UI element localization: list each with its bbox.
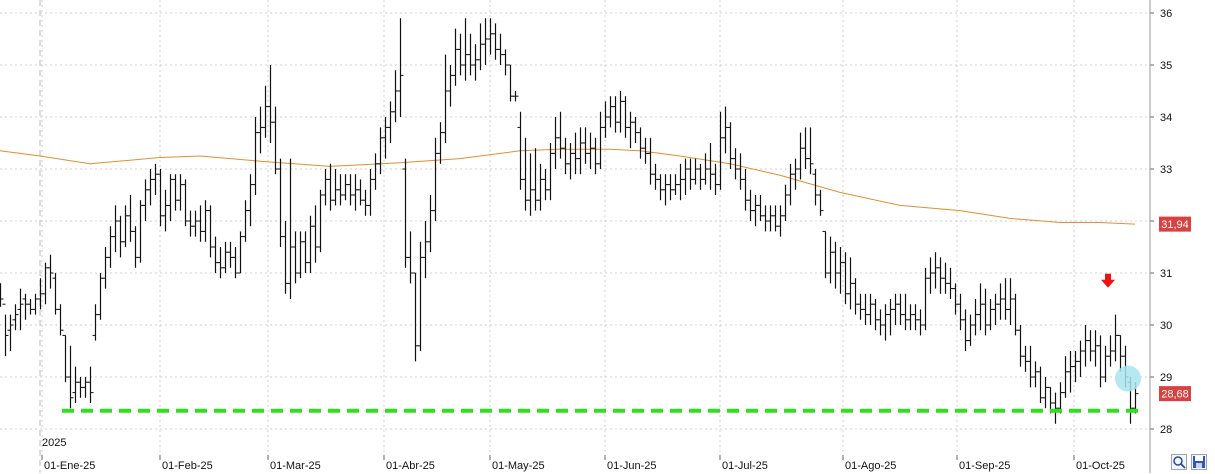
ohlc-bars xyxy=(0,18,1139,424)
x-axis-ticks: 01-Ene-25 01-Feb-25 01-Mar-25 01-Abr-25 01-M… xyxy=(41,455,1125,472)
x-tick-label: 01-Ago-25 xyxy=(845,460,896,472)
save-disk-icon xyxy=(1193,456,1205,468)
save-button[interactable] xyxy=(1191,454,1207,470)
moving-average-line xyxy=(0,148,1136,225)
x-tick-label: 01-Jun-25 xyxy=(607,460,657,472)
ma-value-label: 31,94 xyxy=(1159,216,1191,232)
y-tick-label: 30 xyxy=(1160,320,1172,332)
svg-text:28,68: 28,68 xyxy=(1161,389,1189,401)
x-tick-label: 01-May-25 xyxy=(492,460,545,472)
x-tick-label: 01-Oct-25 xyxy=(1076,460,1125,472)
y-axis-ticks: 282930313233343536 xyxy=(1150,8,1172,436)
y-tick-label: 34 xyxy=(1160,112,1172,124)
last-price-label: 28,68 xyxy=(1159,386,1191,402)
y-tick-label: 31 xyxy=(1160,268,1172,280)
y-tick-label: 35 xyxy=(1160,60,1172,72)
y-tick-label: 36 xyxy=(1160,8,1172,20)
y-tick-label: 33 xyxy=(1160,164,1172,176)
year-label: 2025 xyxy=(42,437,66,449)
svg-text:31,94: 31,94 xyxy=(1161,219,1189,231)
x-tick-label: 01-Ene-25 xyxy=(44,460,95,472)
magnifier-icon xyxy=(1173,456,1186,469)
x-tick-label: 01-Feb-25 xyxy=(162,460,213,472)
x-tick-label: 01-Abr-25 xyxy=(386,460,435,472)
y-tick-label: 29 xyxy=(1160,372,1172,384)
x-tick-label: 01-Sep-25 xyxy=(959,460,1010,472)
highlight-circle xyxy=(1115,365,1141,392)
y-tick-label: 28 xyxy=(1160,424,1172,436)
zoom-button[interactable] xyxy=(1171,454,1187,470)
signal-arrow-icon xyxy=(1101,273,1115,288)
x-tick-label: 01-Mar-25 xyxy=(270,460,321,472)
x-tick-label: 01-Jul-25 xyxy=(722,460,768,472)
grid-lines xyxy=(0,0,1150,473)
